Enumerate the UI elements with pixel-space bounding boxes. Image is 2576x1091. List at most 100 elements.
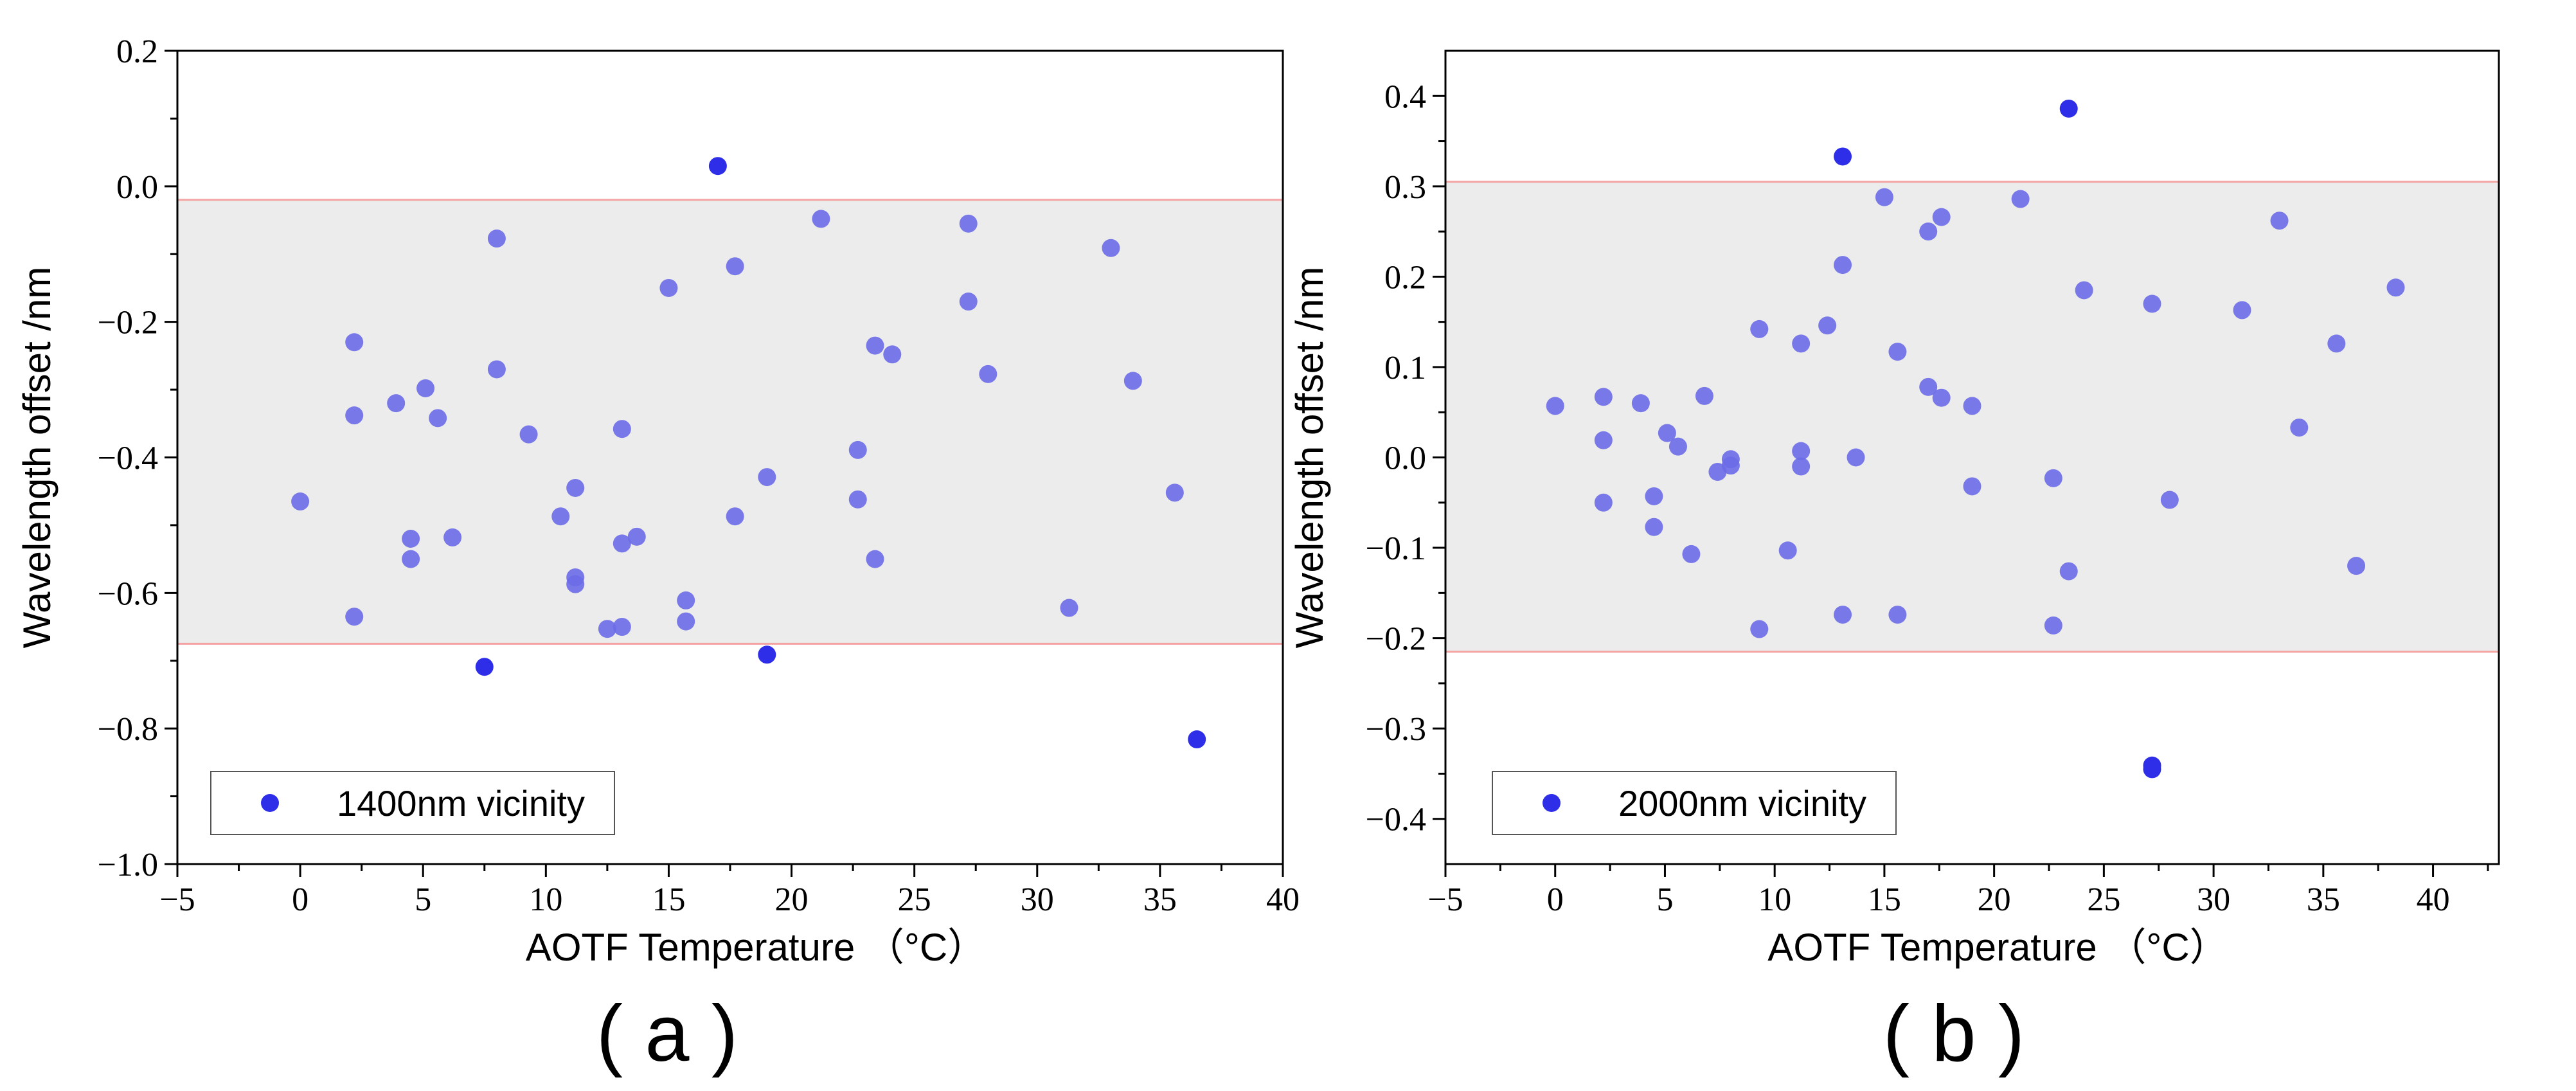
y-tick-label: −0.4 xyxy=(1366,802,1426,838)
data-point xyxy=(345,608,364,626)
data-point xyxy=(883,345,902,364)
data-point xyxy=(627,527,646,546)
data-point xyxy=(1963,397,1981,415)
data-point xyxy=(959,214,978,233)
data-point xyxy=(2327,334,2346,353)
y-tick-label: −0.2 xyxy=(98,305,158,341)
y-axis-title: Wavelength offset /nm xyxy=(1288,267,1331,649)
legend-marker xyxy=(1543,794,1561,812)
data-point xyxy=(1792,442,1811,460)
data-point xyxy=(1919,222,1938,241)
y-axis-title: Wavelength offset /nm xyxy=(15,267,58,649)
data-point xyxy=(1645,518,1663,536)
y-tick-label: −0.8 xyxy=(98,711,158,748)
data-point xyxy=(1750,620,1769,638)
y-tick-label: 0.0 xyxy=(1384,440,1426,477)
data-point xyxy=(659,278,678,297)
data-point xyxy=(1847,448,1865,467)
data-point xyxy=(726,257,744,276)
data-point xyxy=(1594,388,1613,406)
data-point xyxy=(812,210,830,228)
data-point xyxy=(1875,188,1893,206)
data-point xyxy=(1888,606,1907,624)
data-point xyxy=(1546,397,1564,415)
x-tick-label: 0 xyxy=(1547,881,1564,918)
data-point xyxy=(1888,343,1907,361)
data-point xyxy=(1834,256,1852,275)
x-tick-label: 0 xyxy=(292,881,309,918)
data-point xyxy=(726,507,744,526)
x-axis-title: AOTF Temperature （°C） xyxy=(1767,926,2228,969)
data-point xyxy=(2044,469,2062,487)
data-point xyxy=(2347,557,2366,575)
data-point xyxy=(2233,301,2251,320)
data-point xyxy=(1792,457,1811,476)
x-tick-label: 20 xyxy=(1978,881,2011,918)
data-point xyxy=(1123,372,1142,390)
panel-label: ( b ) xyxy=(1883,989,2025,1078)
data-point xyxy=(2270,212,2289,230)
y-tick-label: 0.4 xyxy=(1384,78,1426,115)
data-point xyxy=(566,575,585,593)
data-point xyxy=(345,333,364,352)
data-point xyxy=(848,440,867,459)
data-point xyxy=(429,409,447,428)
data-point xyxy=(1695,386,1713,405)
x-tick-label: 40 xyxy=(1266,881,1300,918)
x-tick-label: 10 xyxy=(529,881,562,918)
y-tick-label: 0.1 xyxy=(1384,350,1426,386)
data-point xyxy=(677,591,695,609)
data-point xyxy=(866,336,884,355)
data-point xyxy=(551,507,570,526)
data-point xyxy=(387,394,406,413)
y-tick-label: −0.1 xyxy=(1366,530,1426,567)
x-tick-label: 35 xyxy=(1143,881,1177,918)
data-point xyxy=(443,528,462,546)
data-point xyxy=(1963,477,1981,496)
y-tick-label: −1.0 xyxy=(98,847,158,883)
data-point xyxy=(866,550,884,568)
data-point xyxy=(758,468,776,487)
data-point xyxy=(2143,760,2161,779)
y-tick-label: −0.6 xyxy=(98,575,158,612)
y-tick-label: 0.0 xyxy=(116,169,158,206)
x-tick-label: 30 xyxy=(2197,881,2230,918)
data-point xyxy=(758,645,776,664)
data-point xyxy=(1750,320,1769,338)
data-point xyxy=(1165,483,1184,502)
data-point xyxy=(1594,493,1613,512)
data-point xyxy=(677,612,695,631)
panel-label: ( a ) xyxy=(596,989,738,1078)
data-point xyxy=(416,379,435,397)
y-tick-label: −0.2 xyxy=(1366,621,1426,658)
data-point xyxy=(2044,616,2062,635)
data-point xyxy=(566,478,585,497)
data-point xyxy=(291,492,310,511)
x-tick-label: 5 xyxy=(1656,881,1673,918)
x-tick-label: 5 xyxy=(415,881,431,918)
data-point xyxy=(487,360,506,379)
data-point xyxy=(979,365,997,383)
data-point xyxy=(1060,599,1078,617)
data-point xyxy=(1919,377,1938,396)
x-tick-label: 30 xyxy=(1021,881,1054,918)
data-point xyxy=(1792,334,1811,353)
data-point xyxy=(1594,431,1613,449)
y-tick-label: 0.3 xyxy=(1384,169,1426,206)
x-tick-label: 20 xyxy=(775,881,809,918)
chart-panel-b: −5 0 5 10 15 20 25 30 35 40 −0.4 −0.3 −0.2 −0.1 0.0 0.1… xyxy=(1288,50,2500,1078)
data-point xyxy=(2059,562,2078,581)
data-point xyxy=(2075,281,2093,300)
data-point xyxy=(1102,239,1120,257)
data-point xyxy=(2290,419,2309,437)
data-point xyxy=(2059,99,2078,118)
data-point xyxy=(2386,278,2405,297)
shaded-band xyxy=(177,199,1283,644)
data-point xyxy=(1682,545,1701,563)
data-point xyxy=(487,230,506,248)
y-tick-label: 0.2 xyxy=(116,33,158,70)
data-point xyxy=(1721,456,1740,475)
data-point xyxy=(1631,394,1650,413)
x-tick-label: 40 xyxy=(2417,881,2450,918)
